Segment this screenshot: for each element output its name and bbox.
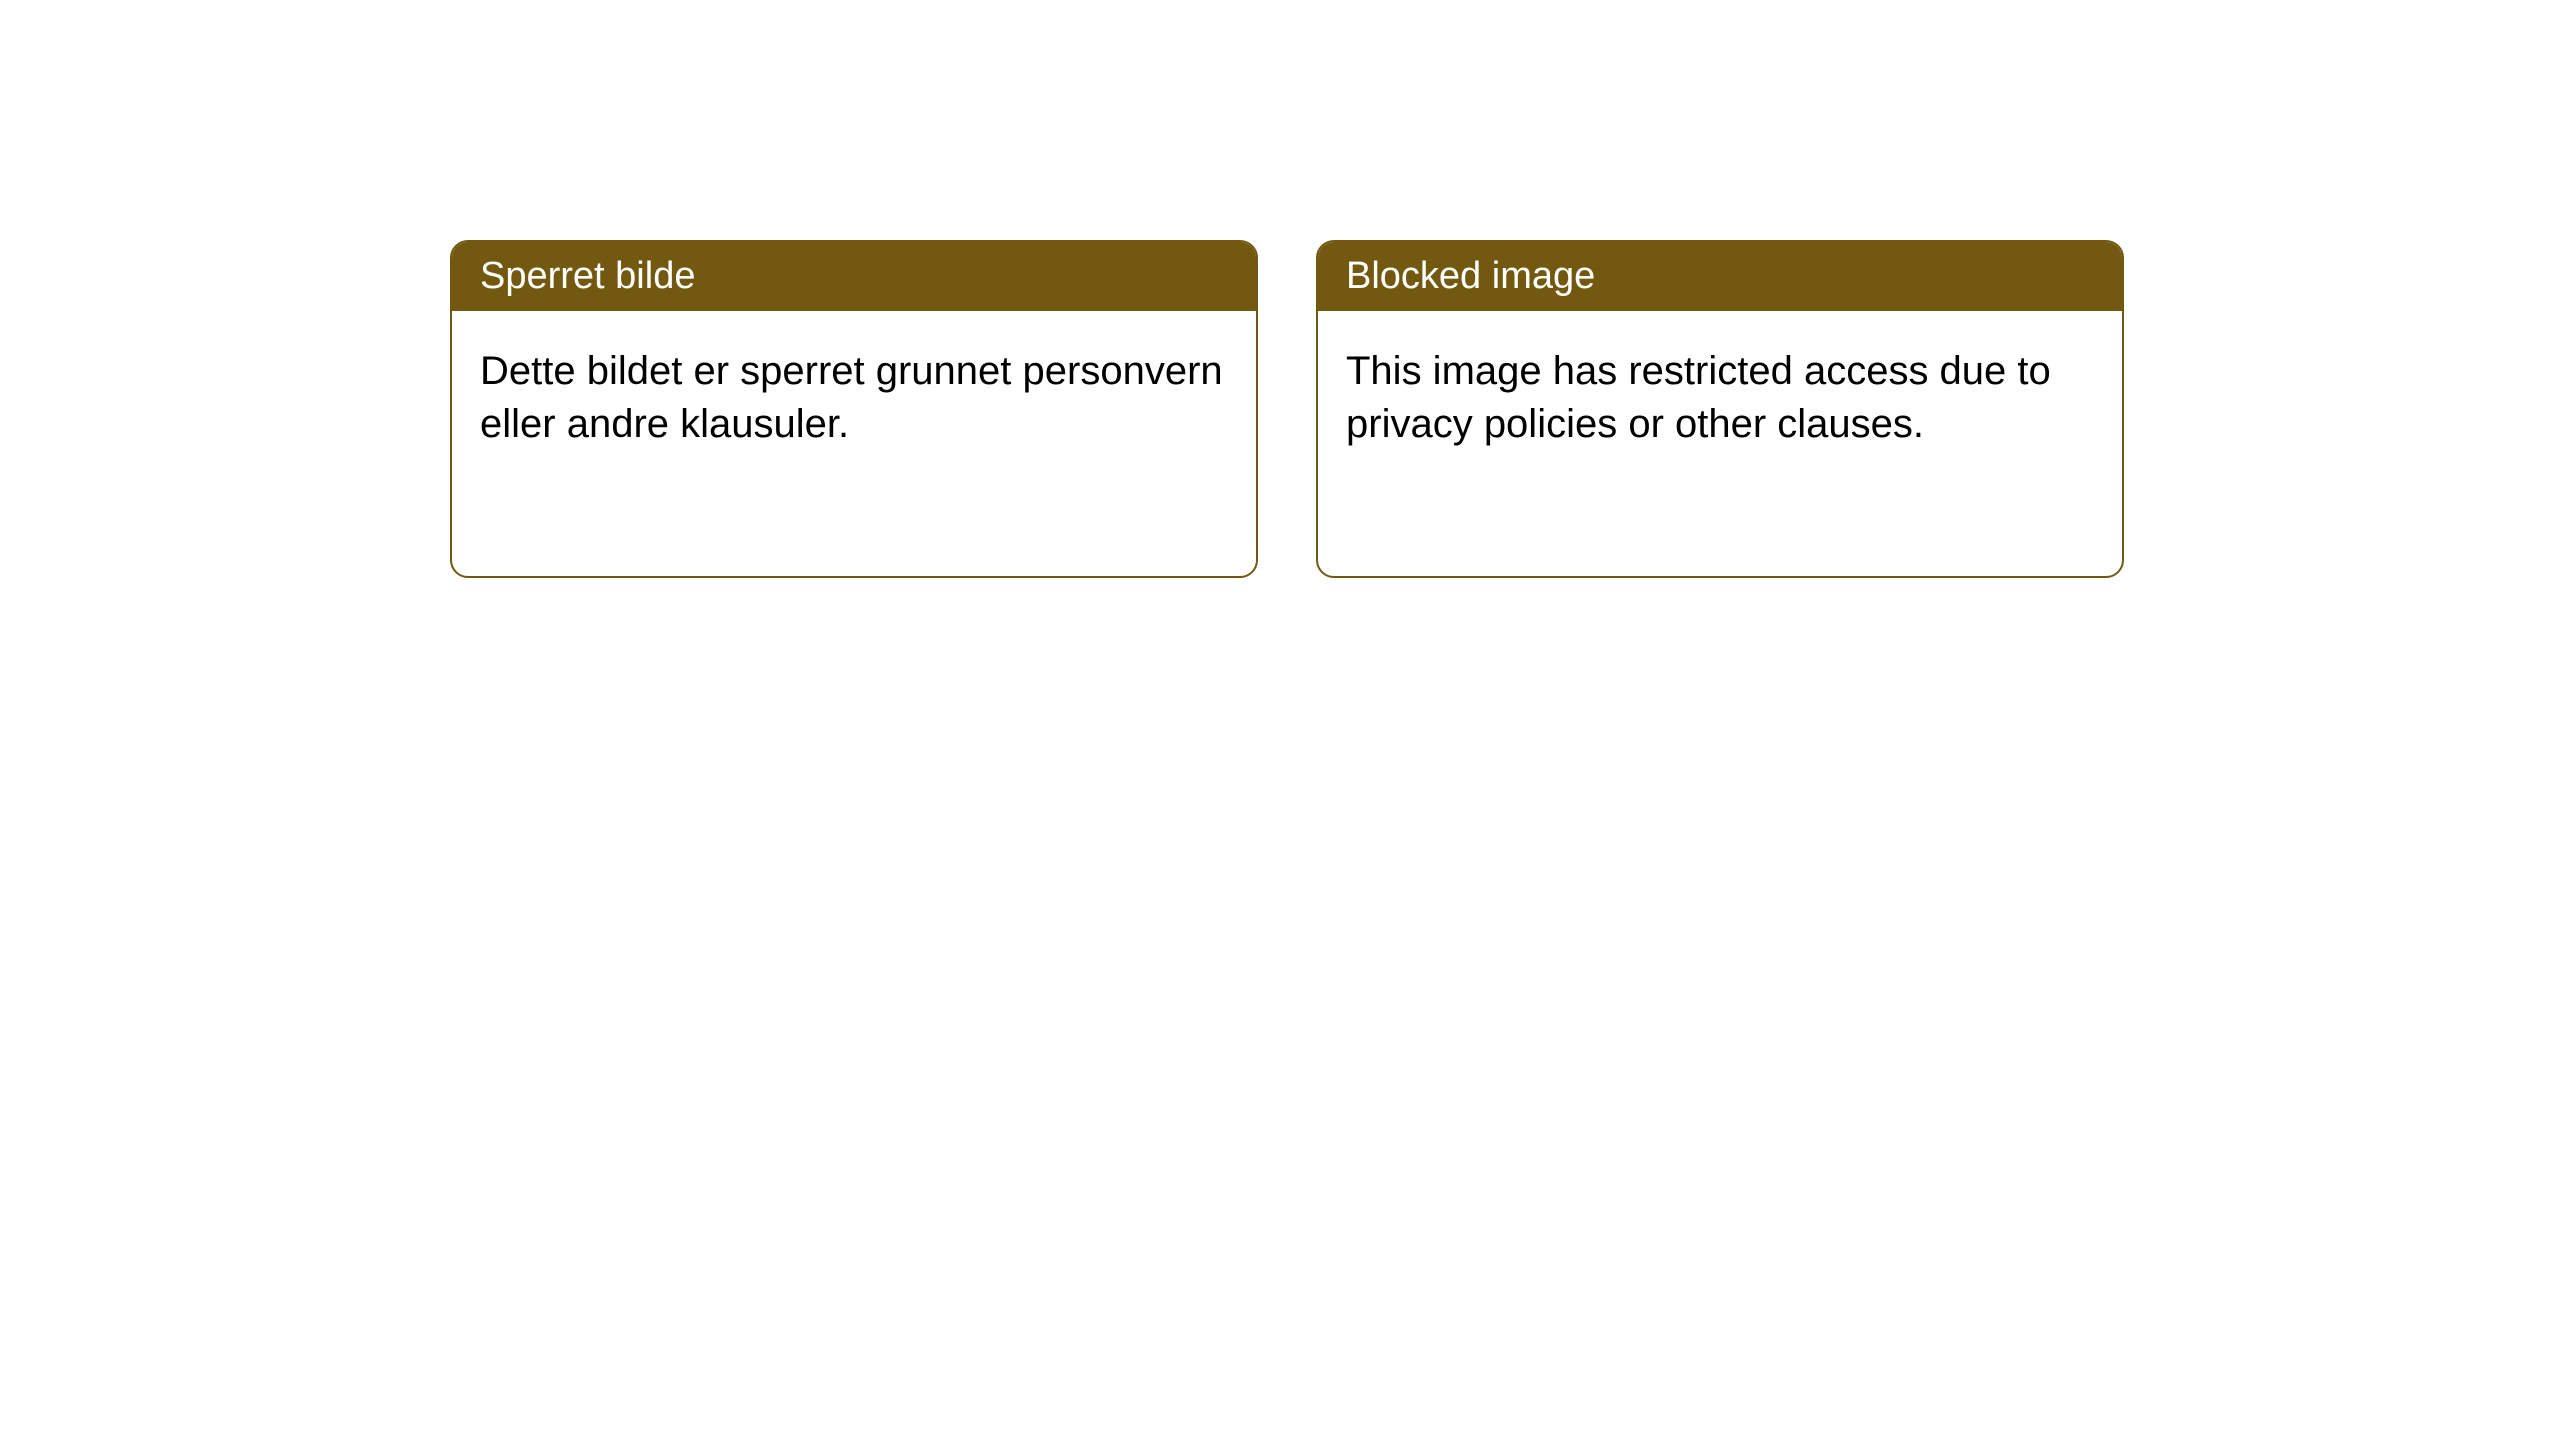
notice-body: This image has restricted access due to … <box>1318 311 2122 485</box>
notice-card-norwegian: Sperret bilde Dette bildet er sperret gr… <box>450 240 1258 578</box>
notice-title: Sperret bilde <box>452 242 1256 311</box>
notice-body: Dette bildet er sperret grunnet personve… <box>452 311 1256 485</box>
notice-title: Blocked image <box>1318 242 2122 311</box>
notice-container: Sperret bilde Dette bildet er sperret gr… <box>0 0 2560 578</box>
notice-card-english: Blocked image This image has restricted … <box>1316 240 2124 578</box>
